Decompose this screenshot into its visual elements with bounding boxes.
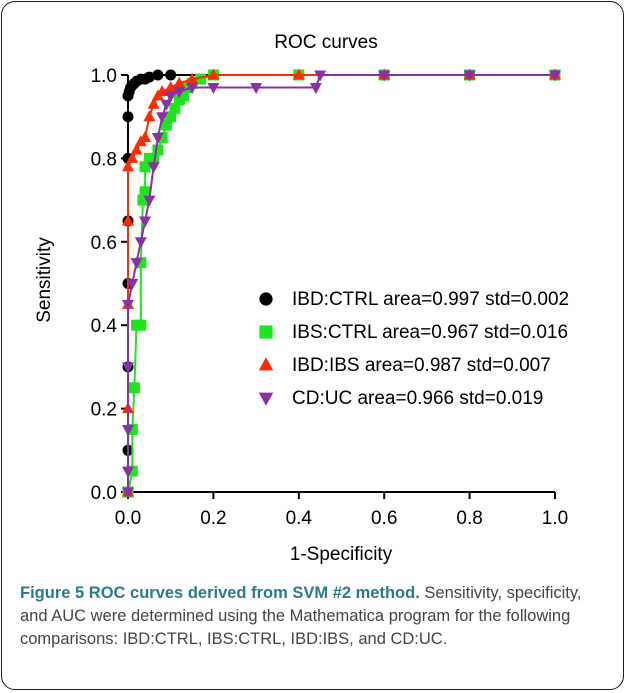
data-point [164,81,177,93]
series-line [127,74,555,492]
data-point [207,83,220,95]
data-point [152,69,164,81]
series-line [127,74,555,492]
series-2 [122,69,561,498]
x-tick-label: 0.6 [371,508,397,529]
caption-title: ROC curves derived from SVM #2 method. [88,584,420,602]
data-point [160,99,173,111]
data-point [122,487,134,499]
data-point [309,83,322,95]
data-point [378,70,391,82]
series-line [127,74,555,493]
data-point [122,299,134,311]
figure-caption: Figure 5 ROC curves derived from SVM #2 … [20,582,610,651]
data-point [143,71,155,83]
data-point [160,119,172,131]
data-point [139,216,152,228]
x-tick-label: 0.8 [456,508,482,529]
series-4 [122,70,561,499]
data-point [122,160,134,172]
y-tick-label: 0.2 [91,400,117,421]
roc-chart: ROC curves Sensitivity 1-Specificity 0.0… [34,32,569,565]
x-tick-label: 0.4 [286,508,313,529]
data-point [130,143,143,155]
data-point [152,144,164,156]
data-point [186,72,199,84]
data-point [169,102,181,114]
data-point [147,162,160,174]
data-point [122,424,134,436]
x-tick-label: 0.2 [200,508,226,529]
data-point [186,83,199,95]
caption-label: Figure 5 [20,584,85,602]
series-layer [122,68,561,499]
chart-title: ROC curves [274,32,377,53]
legend-marker [258,357,274,371]
data-point [156,112,169,124]
data-point [139,186,151,198]
data-point [134,237,147,249]
data-point [139,161,151,173]
x-tick-label: 1.0 [542,508,568,529]
data-point [207,68,220,80]
data-point [126,465,138,477]
series-3 [122,68,561,497]
data-point [122,362,134,374]
y-tick-label: 0.4 [91,316,118,337]
data-point [137,194,149,206]
data-point [126,423,138,435]
data-point [151,133,164,145]
legend-label: IBD:CTRL area=0.997 std=0.002 [292,289,569,310]
data-point [463,70,476,82]
x-tick-label: 0.0 [115,508,141,529]
data-point [549,70,561,82]
data-point [178,90,190,102]
data-point [314,70,327,82]
legend-marker [259,325,273,339]
legend-label: IBD:IBS area=0.987 std=0.007 [292,355,551,376]
data-point [156,85,169,97]
legend-marker [258,392,274,406]
data-point [164,91,177,103]
series-1 [122,69,561,498]
data-point [173,87,186,99]
data-point [122,214,134,226]
y-tick-label: 0.6 [91,233,117,254]
y-tick-label: 0.0 [91,483,117,504]
caption-text: Sensitivity, specificity, and AUC were d… [20,584,582,648]
data-point [195,73,207,85]
data-point [148,152,160,164]
y-tick-label: 1.0 [91,66,117,87]
data-point [156,132,168,144]
legend-label: CD:UC area=0.966 std=0.019 [292,388,543,409]
data-point [250,83,263,95]
series-line [127,74,555,492]
data-point [122,466,134,478]
legend: IBD:CTRL area=0.997 std=0.002 IBS:CTRL ar… [258,289,569,409]
y-axis-label: Sensitivity [34,237,55,323]
data-point [165,69,177,81]
data-point [292,68,305,80]
data-point [122,111,134,123]
data-point [165,111,177,123]
data-point [128,382,140,394]
data-point [135,257,147,269]
data-point [143,110,156,122]
data-point [130,258,143,270]
y-tick-label: 0.8 [91,149,117,170]
data-point [147,97,160,109]
data-point [126,151,139,163]
data-point [126,279,139,290]
data-point [135,319,147,331]
legend-marker [259,292,273,306]
data-point [143,195,156,207]
x-axis-label: 1-Specificity [290,544,393,565]
data-point [139,131,152,143]
legend-label: IBS:CTRL area=0.967 std=0.016 [292,322,568,343]
data-point [173,76,186,88]
